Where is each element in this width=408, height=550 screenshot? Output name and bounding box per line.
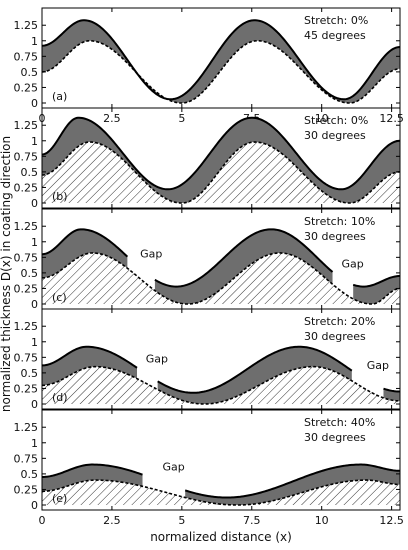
y-tick-label: 0.25 (14, 181, 39, 194)
coating-band-segment (353, 276, 400, 304)
coating-band-segment (42, 20, 400, 103)
substrate-surface-line (41, 39, 401, 104)
panel-1: 00.250.50.7511.2502.557.51012.5(a)Stretc… (14, 7, 404, 125)
y-tick-label: 1.25 (14, 421, 39, 434)
upper-surface-line (41, 228, 129, 258)
gap-label: Gap (163, 461, 185, 474)
upper-surface-line (352, 275, 401, 288)
upper-surface-line (41, 345, 138, 369)
upper-surface-line (41, 463, 143, 478)
x-tick-label: 10 (315, 514, 329, 527)
y-tick-label: 0.5 (21, 468, 39, 481)
x-tick-label: 5 (178, 514, 185, 527)
gap-label: Gap (367, 359, 389, 372)
gap-label: Gap (342, 258, 364, 271)
y-tick-label: 0.75 (14, 150, 39, 163)
y-tick-label: 0.25 (14, 382, 39, 395)
hatched-substrate-area (42, 366, 400, 404)
panel-label: (b) (52, 190, 68, 203)
x-tick-label: 5 (178, 112, 185, 125)
y-tick-label: 0 (31, 97, 38, 110)
panel-annotation: 30 degrees (304, 431, 366, 444)
y-tick-label: 1 (31, 35, 38, 48)
coating-band-segment (42, 117, 400, 203)
panel-annotation: 45 degrees (304, 29, 366, 42)
y-tick-label: 1 (31, 135, 38, 148)
y-tick-label: 0 (31, 197, 38, 210)
y-tick-label: 1.25 (14, 220, 39, 233)
y-tick-label: 1.25 (14, 320, 39, 333)
x-tick-label: 12.5 (379, 112, 404, 125)
panel-annotation: Stretch: 10% (304, 215, 375, 228)
y-tick-label: 0.5 (21, 166, 39, 179)
coating-band-segment (42, 229, 128, 278)
panel-5: 0 0.25 0.5 0.75 1 1.25 0 2.5 5 7.5 10 12.5 (e) Stretc… (14, 409, 404, 527)
upper-surface-line (41, 19, 401, 101)
y-tick-label: 0.75 (14, 251, 39, 264)
y-tick-label: 0.25 (14, 81, 39, 94)
panel-frame (41, 308, 401, 410)
hatched-substrate-area (42, 252, 400, 304)
panels: 00.250.50.7511.2502.557.51012.5(a)Stretc… (14, 7, 404, 527)
panel-annotation: 30 degrees (304, 129, 366, 142)
hatched-substrate-area (42, 142, 400, 203)
upper-surface-line (154, 228, 334, 288)
y-tick-label: 1 (31, 336, 38, 349)
y-tick-label: 0.75 (14, 452, 39, 465)
y-tick-label: 0.25 (14, 282, 39, 295)
x-tick-label: 10 (315, 112, 329, 125)
panel-annotation: Stretch: 0% (304, 14, 368, 27)
coating-band-segment (157, 346, 352, 404)
gap-label: Gap (140, 248, 162, 261)
y-tick-label: 0.25 (14, 483, 39, 496)
panel-annotation: Stretch: 40% (304, 416, 375, 429)
y-tick-label: 0 (31, 398, 38, 411)
panel-4: 0 0.25 0.5 0.75 1 1.25 (d) Stretch: 20% 30 degre… (14, 308, 401, 411)
x-tick-label: 7.5 (243, 514, 261, 527)
upper-surface-line (383, 387, 401, 393)
y-tick-label: 1.25 (14, 119, 39, 132)
upper-surface-line (41, 116, 401, 191)
y-tick-label: 1 (31, 437, 38, 450)
panel-frame (41, 107, 401, 209)
panel-label: (c) (52, 291, 67, 304)
panel-annotation: Stretch: 0% (304, 114, 368, 127)
substrate-surface-line (41, 479, 401, 506)
gap-label: Gap (146, 353, 168, 366)
panel-annotation: 30 degrees (304, 330, 366, 343)
y-tick-label: 0 (31, 298, 38, 311)
y-tick-label: 0.5 (21, 267, 39, 280)
x-tick-label: 2.5 (103, 112, 121, 125)
y-tick-label: 0.5 (21, 367, 39, 380)
panel-2: 0 0.25 0.5 0.75 1 1.25 (b) Stretch: 0% 30 degree… (14, 107, 401, 210)
upper-surface-line (184, 463, 401, 499)
y-tick-label: 1 (31, 236, 38, 249)
x-tick-label: 2.5 (103, 514, 121, 527)
panel-annotation: Stretch: 20% (304, 315, 375, 328)
substrate-surface-line (41, 141, 401, 204)
coating-band-segment (185, 464, 400, 505)
substrate-surface-line (41, 365, 401, 405)
x-axis-title: normalized distance (x) (150, 530, 292, 544)
y-axis-title: normalized thickness D(x) in coating dir… (0, 136, 13, 412)
y-tick-label: 0.75 (14, 50, 39, 63)
panel-3: 0 0.25 0.5 0.75 1 1.25 (c) Stretch: 10% 30 degre… (14, 208, 401, 311)
x-tick-label: 0 (39, 514, 46, 527)
coating-band-segment (154, 229, 333, 304)
panel-label: (d) (52, 391, 68, 404)
panel-label: (a) (52, 90, 67, 103)
y-tick-label: 0.75 (14, 351, 39, 364)
upper-surface-line (157, 345, 353, 394)
x-tick-label: 12.5 (379, 514, 404, 527)
coating-band-segment (42, 346, 138, 386)
y-tick-label: 0 (31, 499, 38, 512)
panel-label: (e) (52, 492, 67, 505)
hatched-substrate-area (42, 480, 400, 505)
y-tick-label: 1.25 (14, 19, 39, 32)
panel-frame (41, 409, 401, 511)
panel-annotation: 30 degrees (304, 230, 366, 243)
substrate-surface-line (41, 252, 401, 305)
y-tick-label: 0.5 (21, 66, 39, 79)
